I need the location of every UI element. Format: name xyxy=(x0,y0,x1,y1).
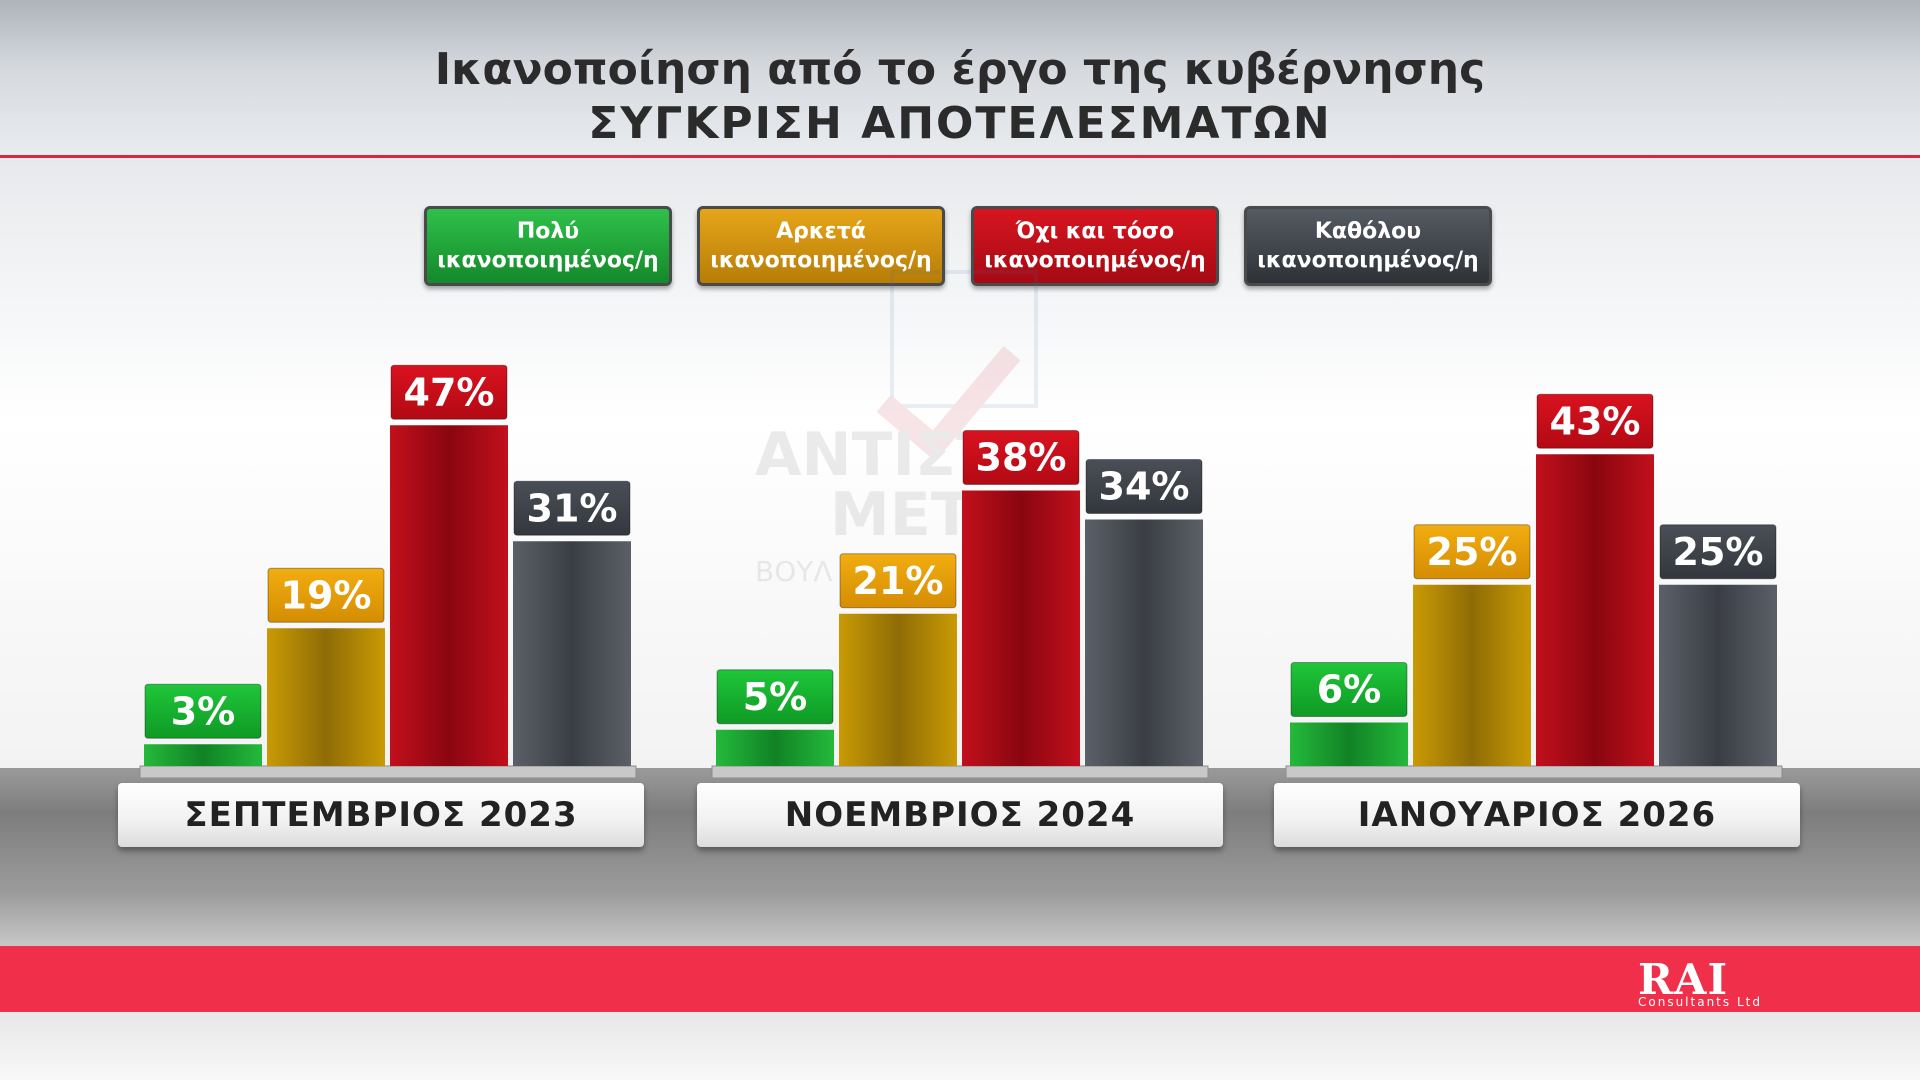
watermark-text-3: ΒΟΥΛ xyxy=(755,555,833,588)
data-label-4-2: 34% xyxy=(1099,465,1190,509)
bar-4-1 xyxy=(513,541,631,766)
bar-3-1 xyxy=(390,425,508,766)
data-label-box-2-2 xyxy=(839,553,957,609)
data-label-2-2: 21% xyxy=(853,559,944,603)
bar-2-3 xyxy=(1413,584,1531,766)
data-label-box-1-2 xyxy=(716,669,834,725)
legend-item-quite-satisfied: Αρκετά ικανοποιημένος/η xyxy=(697,206,945,286)
data-label-2-1: 19% xyxy=(281,573,372,617)
bar-4-2 xyxy=(1085,519,1203,766)
legend-label-not-so-satisfied: Όχι και τόσο ικανοποιημένος/η xyxy=(984,219,1206,273)
data-label-box-3-1 xyxy=(390,364,508,420)
data-label-box-4-3 xyxy=(1659,524,1777,580)
logo-subtitle: Consultants Ltd xyxy=(1638,995,1762,1009)
data-label-box-1-1 xyxy=(144,683,262,739)
data-label-box-3-2 xyxy=(962,430,1080,485)
legend-label-not-at-all-satisfied: Καθόλου ικανοποιημένος/η xyxy=(1257,219,1479,273)
data-label-3-3: 43% xyxy=(1550,399,1641,443)
data-label-3-2: 38% xyxy=(976,436,1067,480)
logo-wordmark: RAI xyxy=(1638,955,1729,1004)
data-label-1-2: 5% xyxy=(743,675,808,719)
footer-red-band xyxy=(0,946,1920,1012)
bar-3-2 xyxy=(962,490,1080,766)
bar-base-strip xyxy=(1285,765,1783,779)
data-label-box-3-3 xyxy=(1536,393,1654,449)
data-label-box-4-1 xyxy=(513,480,631,536)
watermark-text-1: ΑΝΤΙΣΤ xyxy=(755,420,997,490)
data-label-4-3: 25% xyxy=(1673,530,1764,574)
bar-1-3 xyxy=(1290,722,1408,766)
company-logo: RAI Consultants Ltd xyxy=(1630,955,1790,1011)
data-label-4-1: 31% xyxy=(527,486,618,530)
category-label-jan-2026: ΙΑΝΟΥΑΡΙΟΣ 2026 xyxy=(1274,783,1800,847)
legend-label-quite-satisfied: Αρκετά ικανοποιημένος/η xyxy=(710,219,932,273)
bar-2-1 xyxy=(267,628,385,766)
category-label-sep-2023: ΣΕΠΤΕΜΒΡΙΟΣ 2023 xyxy=(118,783,644,847)
data-label-box-2-3 xyxy=(1413,524,1531,580)
ballot-box-icon xyxy=(890,270,1038,408)
category-label-nov-2024: ΝΟΕΜΒΡΙΟΣ 2024 xyxy=(697,783,1223,847)
chart-title: Ικανοποίηση από το έργο της κυβέρνησης xyxy=(434,44,1486,95)
data-label-box-1-3 xyxy=(1290,662,1408,717)
bar-1-2 xyxy=(716,729,834,766)
footer-light-band xyxy=(0,1012,1920,1080)
data-label-box-2-1 xyxy=(267,567,385,623)
legend-item-very-satisfied: Πολύ ικανοποιημένος/η xyxy=(424,206,672,286)
data-label-2-3: 25% xyxy=(1427,530,1518,574)
data-label-1-1: 3% xyxy=(171,689,236,733)
bar-base-strip xyxy=(711,765,1209,779)
header-band xyxy=(0,0,1920,158)
data-label-3-1: 47% xyxy=(404,370,495,414)
legend-item-not-so-satisfied: Όχι και τόσο ικανοποιημένος/η xyxy=(971,206,1219,286)
legend: Πολύ ικανοποιημένος/η Αρκετά ικανοποιημέ… xyxy=(0,206,1920,290)
bar-base-strip xyxy=(139,765,637,779)
legend-label-very-satisfied: Πολύ ικανοποιημένος/η xyxy=(437,219,659,273)
legend-item-not-at-all-satisfied: Καθόλου ικανοποιημένος/η xyxy=(1244,206,1492,286)
data-label-1-3: 6% xyxy=(1317,668,1382,712)
bar-2-2 xyxy=(839,613,957,766)
bar-3-3 xyxy=(1536,454,1654,766)
bar-4-3 xyxy=(1659,584,1777,766)
chart-subtitle: ΣΥΓΚΡΙΣΗ ΑΠΟΤΕΛΕΣΜΑΤΩΝ xyxy=(588,98,1332,149)
bar-1-1 xyxy=(144,744,262,766)
data-label-box-4-2 xyxy=(1085,459,1203,514)
